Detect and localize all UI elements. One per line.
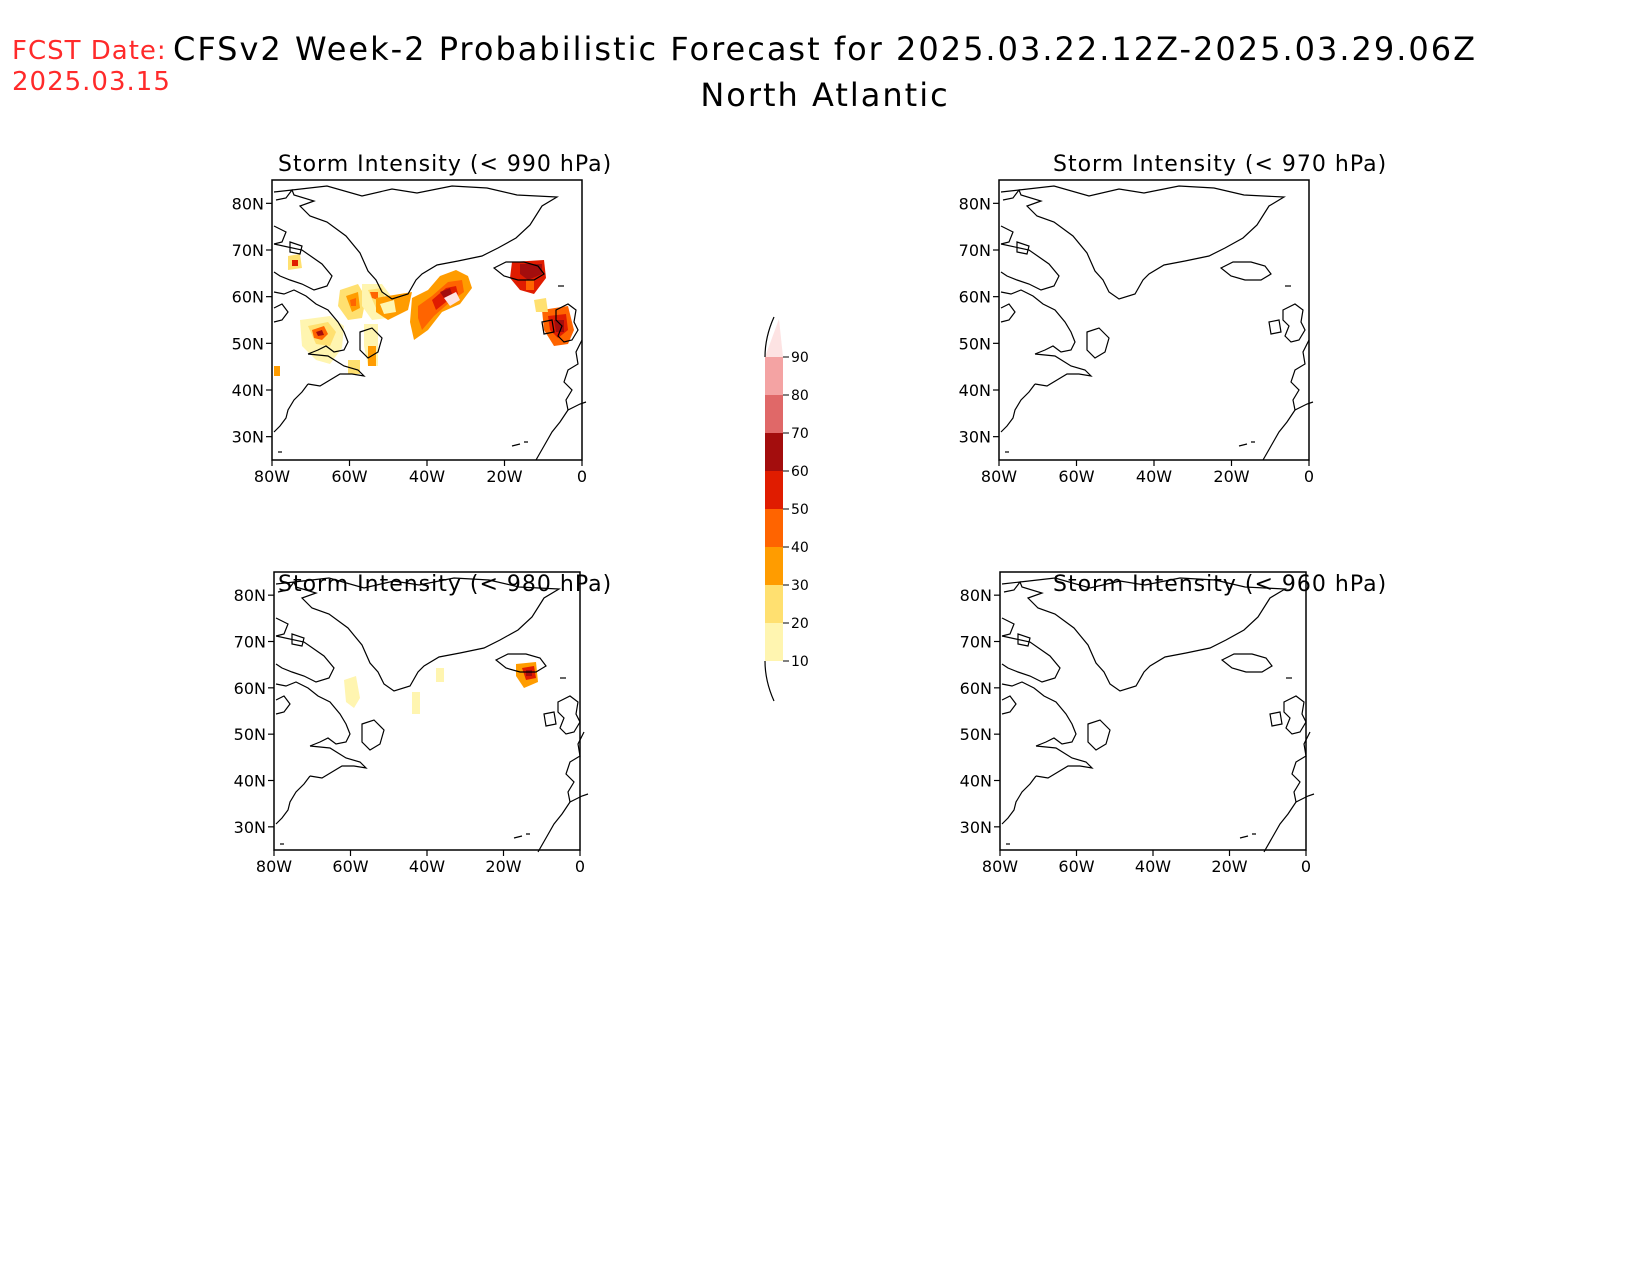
lat-label: 80N bbox=[960, 586, 992, 605]
colorbar-top-cap bbox=[765, 319, 783, 357]
forecast-date: FCST Date: 2025.03.15 bbox=[12, 36, 171, 98]
lat-label: 30N bbox=[959, 428, 991, 447]
lat-label: 50N bbox=[959, 334, 991, 353]
page-subtitle: North Atlantic bbox=[700, 76, 950, 114]
page-title: CFSv2 Week-2 Probabilistic Forecast for … bbox=[172, 30, 1478, 68]
lat-label: 50N bbox=[232, 334, 264, 353]
lon-label: 0 bbox=[1304, 467, 1314, 486]
lat-label: 60N bbox=[232, 288, 264, 307]
colorbar-label: 30 bbox=[791, 578, 809, 594]
probability-field-980 bbox=[344, 662, 538, 714]
lat-label: 70N bbox=[959, 241, 991, 260]
lon-label: 20W bbox=[1211, 857, 1247, 876]
colorbar-swatch bbox=[765, 433, 783, 471]
lon-label: 80W bbox=[981, 467, 1017, 486]
lon-label: 80W bbox=[982, 857, 1018, 876]
map-panel-980: 80N 70N 60N 50N 40N 30N 80W 60W 40W 20W 0 bbox=[234, 571, 589, 876]
lon-label: 40W bbox=[1135, 857, 1171, 876]
lat-label: 40N bbox=[959, 381, 991, 400]
lat-label: 50N bbox=[960, 725, 992, 744]
lon-label: 60W bbox=[1058, 857, 1094, 876]
colorbar-label: 40 bbox=[791, 540, 809, 556]
probability-field-990 bbox=[274, 254, 574, 376]
lat-label: 40N bbox=[232, 381, 264, 400]
lat-label: 70N bbox=[960, 633, 992, 652]
panel-title-970: Storm Intensity (< 970 hPa) bbox=[1053, 152, 1388, 177]
lon-label: 0 bbox=[575, 857, 585, 876]
lon-label: 40W bbox=[1136, 467, 1172, 486]
lat-label: 30N bbox=[960, 818, 992, 837]
colorbar-swatch bbox=[765, 471, 783, 509]
lon-label: 40W bbox=[409, 467, 445, 486]
colorbar-label: 10 bbox=[791, 654, 809, 670]
colorbar-label: 50 bbox=[791, 502, 809, 518]
colorbar-swatch bbox=[765, 623, 783, 661]
lon-label: 20W bbox=[485, 857, 521, 876]
lat-label: 80N bbox=[959, 194, 991, 213]
colorbar-label: 60 bbox=[791, 464, 809, 480]
colorbar-label: 90 bbox=[791, 350, 809, 366]
lon-label: 40W bbox=[409, 857, 445, 876]
colorbar-bottom-edge bbox=[764, 660, 775, 702]
lon-label: 20W bbox=[486, 467, 522, 486]
colorbar-label: 20 bbox=[791, 616, 809, 632]
lat-label: 30N bbox=[232, 428, 264, 447]
map-panel-990: 80N 70N 60N 50N 40N 30N 80W 60W 40W 20W 0 bbox=[232, 179, 587, 486]
colorbar-label: 70 bbox=[791, 426, 809, 442]
lat-label: 40N bbox=[960, 772, 992, 791]
colorbar-label: 80 bbox=[791, 388, 809, 404]
lat-label: 80N bbox=[232, 194, 264, 213]
colorbar-swatch bbox=[765, 585, 783, 623]
lat-label: 70N bbox=[234, 633, 266, 652]
panel-title-980: Storm Intensity (< 980 hPa) bbox=[278, 572, 613, 597]
forecast-date-value: 2025.03.15 bbox=[12, 67, 171, 97]
colorbar-top-edge bbox=[764, 316, 775, 358]
lat-label: 40N bbox=[234, 772, 266, 791]
lon-label: 80W bbox=[256, 857, 292, 876]
panel-title-990: Storm Intensity (< 990 hPa) bbox=[278, 152, 613, 177]
lat-label: 60N bbox=[960, 679, 992, 698]
lat-label: 50N bbox=[234, 725, 266, 744]
lon-label: 60W bbox=[1058, 467, 1094, 486]
lon-label: 80W bbox=[254, 467, 290, 486]
map-panel-960: 80N 70N 60N 50N 40N 30N 80W 60W 40W 20W 0 bbox=[960, 571, 1315, 876]
colorbar-swatch bbox=[765, 395, 783, 433]
lon-label: 60W bbox=[332, 857, 368, 876]
lat-label: 60N bbox=[959, 288, 991, 307]
lon-label: 0 bbox=[1301, 857, 1311, 876]
lat-label: 60N bbox=[234, 679, 266, 698]
forecast-date-label: FCST Date: bbox=[12, 36, 167, 66]
lon-label: 0 bbox=[577, 467, 587, 486]
colorbar-swatch bbox=[765, 509, 783, 547]
colorbar-swatch bbox=[765, 357, 783, 395]
panel-title-960: Storm Intensity (< 960 hPa) bbox=[1053, 572, 1388, 597]
lon-label: 60W bbox=[331, 467, 367, 486]
colorbar-swatch bbox=[765, 547, 783, 585]
colorbar: 90 80 70 60 50 40 30 20 10 bbox=[764, 316, 809, 702]
lon-label: 20W bbox=[1213, 467, 1249, 486]
lat-label: 80N bbox=[234, 586, 266, 605]
lat-label: 30N bbox=[234, 818, 266, 837]
map-panel-970: 80N 70N 60N 50N 40N 30N 80W 60W 40W 20W 0 bbox=[959, 179, 1314, 486]
lat-label: 70N bbox=[232, 241, 264, 260]
